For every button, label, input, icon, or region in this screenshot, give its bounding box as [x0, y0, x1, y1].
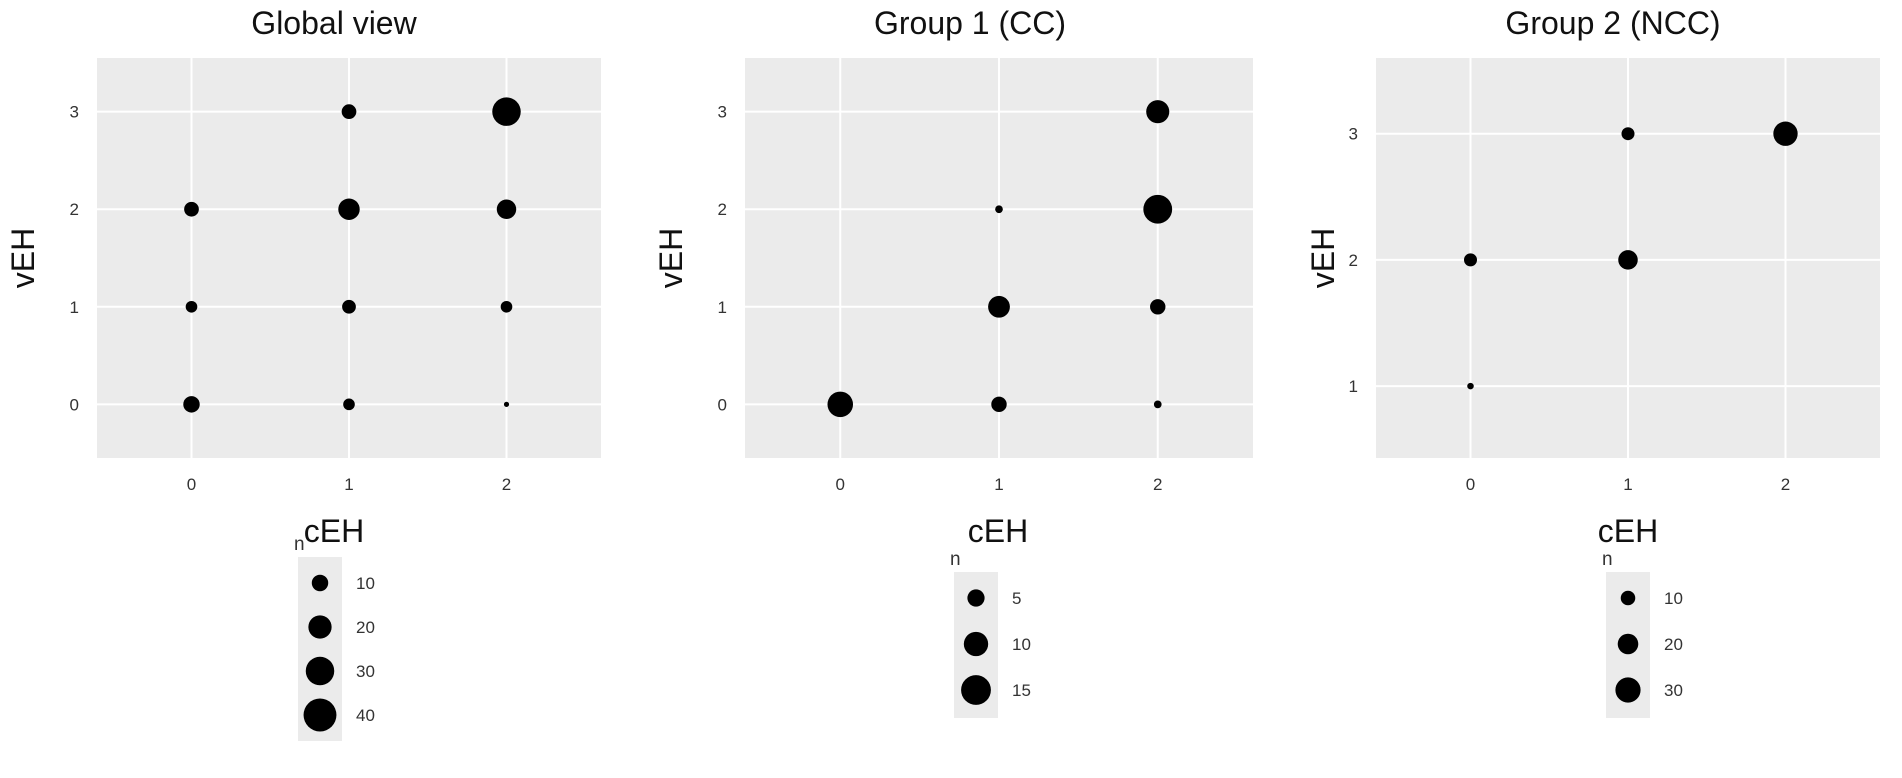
- data-point: [183, 396, 200, 413]
- x-tick-label: 0: [1466, 475, 1475, 494]
- data-point: [1150, 299, 1166, 315]
- legend-label: 15: [1012, 681, 1031, 700]
- legend-key: [963, 631, 989, 657]
- x-tick-label: 1: [344, 475, 353, 494]
- x-axis-title: cEH: [1598, 513, 1658, 549]
- data-point: [496, 199, 517, 219]
- data-point: [988, 295, 1010, 318]
- data-point: [1618, 250, 1638, 270]
- x-axis-title: cEH: [968, 513, 1028, 549]
- data-point: [1467, 382, 1474, 390]
- y-tick-label: 2: [70, 200, 79, 219]
- chart-title: Global view: [251, 5, 417, 41]
- legend-label: 30: [1664, 681, 1683, 700]
- data-point: [185, 300, 198, 313]
- y-tick-labels: 0 1 2 3: [718, 103, 727, 415]
- data-point: [341, 104, 357, 120]
- legend-title: n: [1602, 549, 1613, 570]
- x-tick-labels: 0 1 2: [836, 475, 1163, 494]
- data-point: [1143, 194, 1173, 224]
- legend-title: n: [950, 549, 961, 570]
- data-point: [1773, 121, 1798, 146]
- data-point: [184, 201, 199, 217]
- x-axis-title: cEH: [304, 513, 364, 549]
- data-point: [342, 299, 356, 314]
- panel-group-2-ncc: Group 2 (NCC) 0 1 2 1 2 3 cEH vEH n 10 20 30: [1305, 5, 1880, 718]
- legend-label: 20: [356, 618, 375, 637]
- legend-label: 30: [356, 662, 375, 681]
- size-legend: n 10 20 30 40: [294, 534, 375, 741]
- data-point: [500, 300, 513, 313]
- x-tick-label: 0: [836, 475, 845, 494]
- x-tick-label: 1: [994, 475, 1003, 494]
- x-tick-label: 0: [187, 475, 196, 494]
- panel-group-1-cc: Group 1 (CC) 0 1 2 0 1 2 3 cEH vEH n 5 10 15: [653, 5, 1253, 718]
- size-legend: n 5 10 15: [950, 549, 1031, 718]
- y-tick-label: 1: [70, 298, 79, 317]
- data-points: [1463, 121, 1798, 390]
- legend-key: [1617, 633, 1639, 655]
- panel-global-view: Global view 0 1 2 0 1 2 3 cEH vEH n 10 20 30 40: [5, 5, 601, 741]
- chart-title: Group 2 (NCC): [1505, 5, 1720, 41]
- y-tick-label: 2: [1349, 251, 1358, 270]
- data-point: [1153, 400, 1162, 409]
- x-tick-label: 2: [502, 475, 511, 494]
- data-point: [991, 396, 1007, 413]
- y-tick-label: 3: [718, 103, 727, 122]
- x-tick-labels: 0 1 2: [1466, 475, 1790, 494]
- legend-title: n: [294, 534, 305, 555]
- y-tick-labels: 1 2 3: [1349, 125, 1358, 396]
- y-tick-label: 1: [718, 298, 727, 317]
- y-tick-label: 3: [70, 103, 79, 122]
- x-tick-label: 1: [1623, 475, 1632, 494]
- legend-label: 40: [356, 706, 375, 725]
- legend-key: [303, 698, 337, 732]
- x-tick-label: 2: [1781, 475, 1790, 494]
- y-tick-label: 2: [718, 200, 727, 219]
- legend-key: [1620, 590, 1636, 606]
- data-points: [827, 100, 1173, 418]
- chart-title: Group 1 (CC): [874, 5, 1066, 41]
- legend-key: [967, 589, 985, 607]
- data-point: [995, 205, 1003, 214]
- data-point: [1621, 127, 1635, 141]
- legend-label: 10: [1664, 589, 1683, 608]
- y-tick-labels: 0 1 2 3: [70, 103, 79, 415]
- data-point: [338, 198, 360, 220]
- data-point: [492, 97, 521, 126]
- data-point: [343, 398, 355, 411]
- x-tick-label: 2: [1153, 475, 1162, 494]
- legend-label: 10: [1012, 635, 1031, 654]
- legend-label: 5: [1012, 589, 1021, 608]
- legend-label: 10: [356, 574, 375, 593]
- y-tick-label: 3: [1349, 125, 1358, 144]
- data-point: [1146, 100, 1170, 124]
- data-point: [827, 391, 854, 418]
- y-axis-title: vEH: [5, 228, 41, 288]
- data-points: [183, 97, 521, 413]
- legend-key: [305, 656, 335, 686]
- legend-label: 20: [1664, 635, 1683, 654]
- legend-key: [961, 675, 991, 705]
- legend-key: [1615, 677, 1641, 703]
- data-point: [1463, 253, 1478, 267]
- y-tick-label: 0: [718, 395, 727, 414]
- legend-key: [311, 574, 329, 592]
- x-tick-labels: 0 1 2: [187, 475, 511, 494]
- y-tick-label: 0: [70, 395, 79, 414]
- y-axis-title: vEH: [653, 228, 689, 288]
- size-legend: n 10 20 30: [1602, 549, 1683, 718]
- y-tick-label: 1: [1349, 377, 1358, 396]
- data-point: [503, 401, 510, 407]
- y-axis-title: vEH: [1305, 228, 1341, 288]
- legend-key: [308, 615, 332, 639]
